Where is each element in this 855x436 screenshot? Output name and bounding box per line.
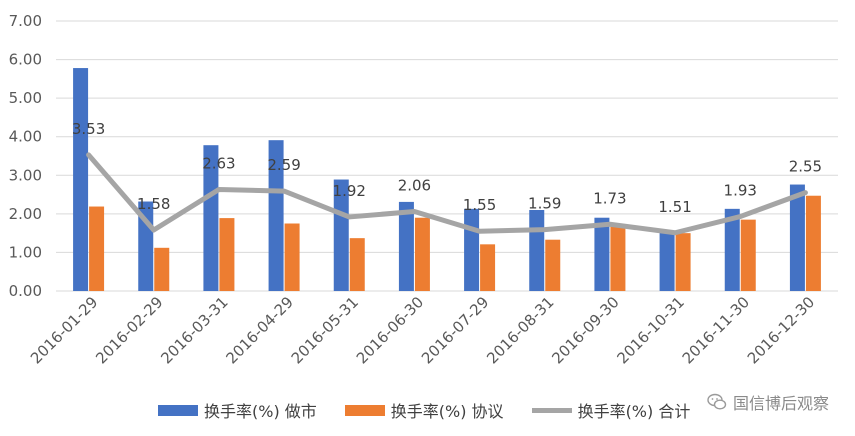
wechat-icon bbox=[707, 393, 727, 410]
legend: 换手率(%) 做市 换手率(%) 协议 换手率(%) 合计 bbox=[158, 398, 718, 422]
bar-market-making bbox=[464, 208, 480, 291]
data-label-total: 1.73 bbox=[593, 189, 626, 207]
bar-agreement bbox=[610, 225, 626, 291]
x-tick-label: 2016-11-30 bbox=[679, 293, 753, 367]
data-label-total: 1.55 bbox=[463, 196, 496, 214]
x-tick-label: 2016-02-29 bbox=[92, 293, 166, 367]
x-tick-label: 2016-01-29 bbox=[27, 293, 101, 367]
y-tick-label: 6.00 bbox=[9, 51, 42, 69]
bar-agreement bbox=[154, 247, 170, 291]
data-label-total: 1.59 bbox=[528, 195, 561, 213]
bar-agreement bbox=[675, 233, 691, 291]
data-label-total: 2.55 bbox=[789, 158, 822, 176]
x-tick-label: 2016-04-29 bbox=[223, 293, 297, 367]
bar-market-making bbox=[333, 179, 349, 291]
y-tick-label: 1.00 bbox=[9, 243, 42, 261]
legend-label-total: 换手率(%) 合计 bbox=[577, 402, 691, 421]
bar-market-making bbox=[203, 145, 219, 291]
bar-agreement bbox=[740, 219, 756, 291]
data-label-total: 1.51 bbox=[658, 198, 691, 216]
x-tick-label: 2016-10-31 bbox=[614, 293, 688, 367]
bar-market-making bbox=[789, 184, 805, 291]
x-tick-label: 2016-09-30 bbox=[548, 293, 622, 367]
data-label-total: 1.92 bbox=[333, 182, 366, 200]
x-tick-label: 2016-07-29 bbox=[418, 293, 492, 367]
bar-agreement bbox=[545, 239, 561, 291]
bar-agreement bbox=[89, 206, 105, 291]
bar-market-making bbox=[268, 140, 284, 291]
legend-swatch-total bbox=[531, 407, 572, 413]
watermark: 国信博后观察 bbox=[707, 390, 829, 414]
line-total bbox=[86, 152, 808, 236]
x-tick-label: 2016-05-31 bbox=[288, 293, 362, 367]
bar-market-making bbox=[398, 201, 414, 291]
bar-agreement bbox=[219, 218, 235, 291]
bar-market-making bbox=[529, 210, 545, 291]
data-label-total: 3.53 bbox=[72, 120, 105, 138]
legend-swatch-market-making bbox=[158, 404, 198, 416]
data-label-total: 2.06 bbox=[398, 177, 431, 195]
bar-agreement bbox=[284, 223, 300, 291]
x-tick-label: 2016-06-30 bbox=[353, 293, 427, 367]
y-tick-label: 7.00 bbox=[9, 12, 42, 30]
x-tick-label: 2016-03-31 bbox=[157, 293, 231, 367]
bar-agreement bbox=[414, 217, 430, 291]
x-tick-label: 2016-12-30 bbox=[744, 293, 818, 367]
bar-market-making bbox=[73, 68, 89, 291]
legend-item-agreement: 换手率(%) 协议 bbox=[344, 398, 504, 422]
bar-market-making bbox=[659, 230, 675, 291]
legend-label-market-making: 换手率(%) 做市 bbox=[204, 402, 317, 421]
watermark-text: 国信博后观察 bbox=[732, 394, 829, 413]
data-label-total: 1.93 bbox=[724, 182, 757, 200]
x-tick-label: 2016-08-31 bbox=[483, 293, 557, 367]
bar-market-making bbox=[724, 208, 740, 291]
legend-item-total: 换手率(%) 合计 bbox=[531, 398, 691, 422]
bar-agreement bbox=[349, 238, 365, 291]
data-label-total: 2.59 bbox=[267, 156, 300, 174]
y-tick-label: 2.00 bbox=[9, 205, 42, 223]
data-label-total: 1.58 bbox=[137, 195, 170, 213]
legend-label-agreement: 换手率(%) 协议 bbox=[390, 402, 504, 421]
bar-market-making bbox=[594, 217, 610, 291]
y-tick-label: 4.00 bbox=[9, 128, 42, 146]
bar-agreement bbox=[480, 244, 496, 291]
bar-agreement bbox=[805, 195, 821, 291]
y-tick-label: 0.00 bbox=[9, 282, 42, 300]
legend-item-market-making: 换手率(%) 做市 bbox=[158, 398, 317, 422]
data-label-total: 2.63 bbox=[202, 155, 235, 173]
y-tick-label: 5.00 bbox=[9, 89, 42, 107]
y-tick-label: 3.00 bbox=[9, 166, 42, 184]
legend-swatch-agreement bbox=[344, 404, 385, 416]
